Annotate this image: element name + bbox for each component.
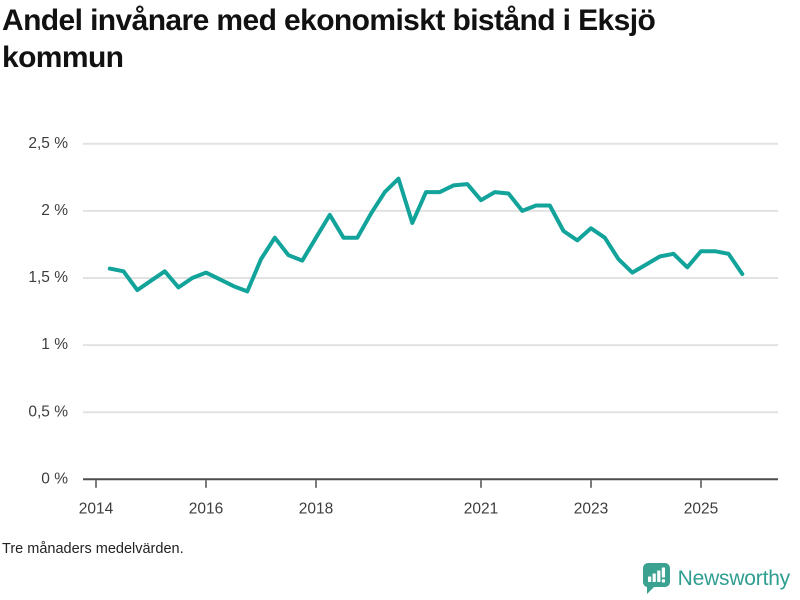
y-axis-tick-label: 2,5 %	[28, 135, 68, 152]
y-axis-tick-label: 2 %	[41, 202, 68, 219]
x-axis-tick-label: 2018	[299, 500, 333, 517]
speech-bubble-bar-chart-icon	[642, 563, 670, 594]
footnote: Tre månaders medelvärden.	[2, 541, 184, 557]
x-axis-tick-label: 2023	[574, 500, 608, 517]
newsworthy-logo[interactable]: Newsworthy	[642, 563, 791, 594]
page-title: Andel invånare med ekonomiskt bistånd i …	[2, 4, 656, 74]
x-axis-tick-label: 2014	[79, 500, 114, 517]
y-axis-tick-label: 1 %	[41, 336, 68, 353]
y-axis-tick-label: 0,5 %	[28, 403, 68, 420]
x-axis-tick-label: 2025	[684, 500, 718, 517]
x-axis-tick-label: 2016	[189, 500, 223, 517]
data-line-series	[107, 176, 745, 294]
y-axis-tick-label: 0 %	[41, 470, 68, 487]
y-axis-tick-label: 1,5 %	[28, 269, 68, 286]
x-axis-tick-label: 2021	[464, 500, 498, 517]
brand-name: Newsworthy	[677, 566, 791, 590]
